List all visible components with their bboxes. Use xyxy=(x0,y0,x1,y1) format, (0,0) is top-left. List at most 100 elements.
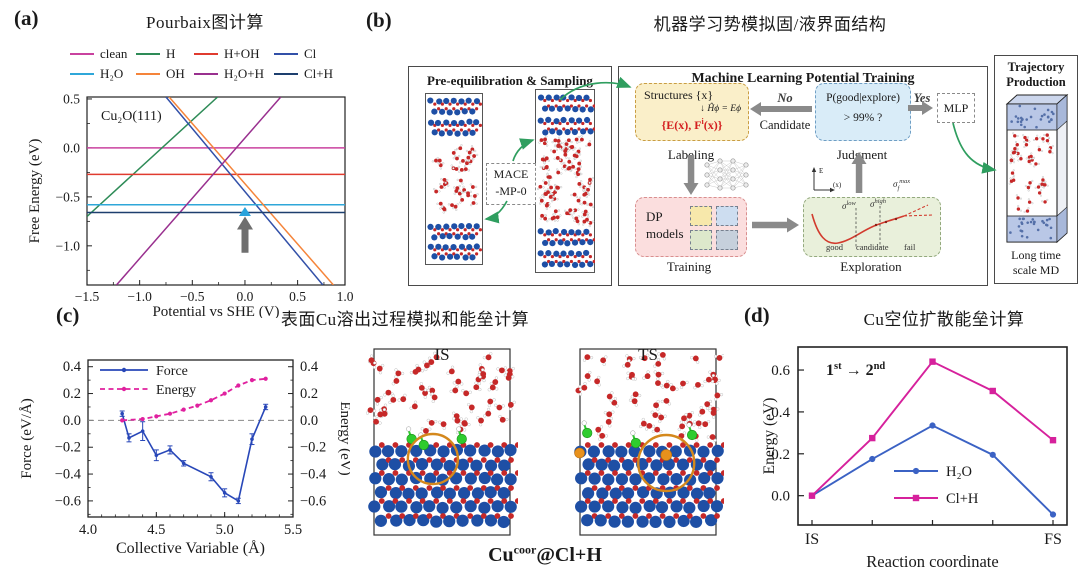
svg-text:−0.4: −0.4 xyxy=(55,467,82,483)
svg-text:Collective Variable (Å): Collective Variable (Å) xyxy=(116,539,265,557)
svg-text:0.5: 0.5 xyxy=(289,289,306,304)
pre-equilibration-box: Pre-equilibration & Sampling MACE -MP-0 xyxy=(408,66,612,286)
legend-item-Cl+H: Cl+H xyxy=(274,66,336,82)
legend-swatch xyxy=(70,53,94,55)
svg-text:5.5: 5.5 xyxy=(284,522,302,538)
mace-mp0-box: MACE -MP-0 xyxy=(486,163,536,205)
md-footer-line1: Long time xyxy=(1011,248,1061,262)
legend-item-clean: clean xyxy=(70,46,136,62)
legend-item-H: H xyxy=(136,46,194,62)
svg-text:Reaction coordinate: Reaction coordinate xyxy=(866,552,998,571)
panel-a-label: (a) xyxy=(14,6,39,30)
svg-text:0.4: 0.4 xyxy=(63,359,82,375)
svg-text:IS: IS xyxy=(805,531,819,548)
mlp-box: MLP xyxy=(937,93,975,123)
ef-part2: (x)} xyxy=(703,118,723,132)
energy-axis-icon: E (x) xyxy=(811,167,842,193)
svg-text:FS: FS xyxy=(1044,531,1062,548)
legend-item-H₂O+H: H₂O+H xyxy=(194,66,274,82)
exploration-label: Exploration xyxy=(840,259,902,274)
judge-line2: > 99% ? xyxy=(843,112,883,124)
mace-line1: MACE xyxy=(493,167,529,181)
panel-d-label: (d) xyxy=(744,303,770,327)
dp-model-swatch-3 xyxy=(690,230,712,250)
svg-text:1st → 2nd: 1st → 2nd xyxy=(826,361,885,379)
legend-swatch xyxy=(136,73,160,75)
svg-text:−0.5: −0.5 xyxy=(56,189,81,204)
dp-model-swatch-2 xyxy=(716,206,738,226)
trajectory-title: Trajectory Production xyxy=(995,60,1077,90)
svg-text:−0.6: −0.6 xyxy=(55,493,81,509)
candidate2-label: candidate xyxy=(856,242,889,252)
svg-text:H₂O: H₂O xyxy=(946,464,972,480)
exploration-curve xyxy=(811,204,933,248)
svg-text:−0.4: −0.4 xyxy=(300,467,327,483)
svg-text:Potential vs SHE (V): Potential vs SHE (V) xyxy=(152,304,279,318)
svg-text:−0.6: −0.6 xyxy=(300,493,326,509)
legend-item-H₂O: H₂O xyxy=(70,66,136,82)
is-label: IS xyxy=(434,345,450,364)
md-footer-line2: scale MD xyxy=(1012,263,1060,277)
slab-structure-initial xyxy=(425,93,483,265)
legend-swatch xyxy=(136,53,160,55)
panel-c-title: 表面Cu溶出过程模拟和能垒计算 xyxy=(280,310,530,329)
sigma-max-label: σfmax xyxy=(893,178,911,192)
svg-text:0.0: 0.0 xyxy=(63,140,80,155)
panel-b-title: 机器学习势模拟固/液界面结构 xyxy=(653,15,887,34)
judgment-label: Judgment xyxy=(836,147,888,162)
svg-text:0.0: 0.0 xyxy=(300,413,318,429)
judgment-box: P(good|explore) > 99% ? xyxy=(815,83,911,141)
svg-text:−1.5: −1.5 xyxy=(75,289,100,304)
svg-text:−1.0: −1.0 xyxy=(56,238,81,253)
pre-equilibration-title: Pre-equilibration & Sampling xyxy=(427,73,593,88)
yes-label: Yes xyxy=(913,91,931,105)
legend-swatch xyxy=(70,73,94,75)
svg-text:−0.2: −0.2 xyxy=(55,440,81,456)
trajectory-box: Trajectory Production Long time scale MD xyxy=(994,55,1078,284)
legend-label: H₂O xyxy=(100,66,124,81)
neural-network-icon xyxy=(704,158,749,191)
legend-item-Cl: Cl xyxy=(274,46,336,62)
legend-item-OH: OH xyxy=(136,66,194,82)
structure-caption: Cucoor@Cl+H xyxy=(440,542,650,567)
diffusion-barrier-chart: 0.0 0.2 0.4 0.6 IS FS Reaction coordinate Energ… xyxy=(762,346,1068,571)
candidate-label: Candidate xyxy=(759,118,811,132)
slab-structure-equilibrated xyxy=(535,89,595,273)
panel-c-label: (c) xyxy=(56,303,80,327)
svg-text:−1.0: −1.0 xyxy=(127,289,152,304)
legend-label: Cl xyxy=(304,46,317,61)
pourbaix-chart: −1.5 −1.0 −0.5 0.0 0.5 1.00.50.0−0.5−1.0Poten… xyxy=(27,91,354,318)
legend-item-H+OH: H+OH xyxy=(194,46,274,62)
svg-text:0.2: 0.2 xyxy=(300,386,318,402)
ml-training-title: Machine Learning Potential Training xyxy=(691,71,915,86)
caption-sup: coor xyxy=(513,542,537,557)
legend-swatch xyxy=(194,73,218,75)
svg-text:Force: Force xyxy=(156,364,188,379)
ef-sup: i xyxy=(701,117,704,126)
training-label: Training xyxy=(666,259,712,274)
svg-text:Cu₂O(111): Cu₂O(111) xyxy=(101,109,162,124)
svg-text:4.0: 4.0 xyxy=(79,522,97,538)
svg-text:1.0: 1.0 xyxy=(337,289,354,304)
svg-text:Force (eV/Å): Force (eV/Å) xyxy=(19,398,35,478)
hamiltonian-formula: ↓ Ĥϕ = Eϕ xyxy=(700,104,741,114)
dp-line1: DP xyxy=(646,209,663,224)
legend-swatch xyxy=(274,73,298,75)
svg-text:E: E xyxy=(819,167,823,175)
energy-force-formula: {E(x), Fi(x)} xyxy=(636,118,748,133)
legend-label: H+OH xyxy=(224,46,260,61)
svg-text:0.2: 0.2 xyxy=(63,386,81,402)
ts-structure-image xyxy=(574,348,724,536)
legend-label: H xyxy=(166,46,176,61)
svg-text:5.0: 5.0 xyxy=(216,522,234,538)
svg-text:Cl+H: Cl+H xyxy=(946,491,979,507)
svg-text:Energy (eV): Energy (eV) xyxy=(337,401,350,475)
judge-line1: P(good|explore) xyxy=(826,92,900,104)
dp-models-box: DP models xyxy=(635,197,747,257)
md-footer: Long time scale MD xyxy=(995,248,1077,278)
svg-text:0.2: 0.2 xyxy=(771,447,790,463)
panel-a-title: Pourbaix图计算 xyxy=(146,13,264,32)
svg-text:0.5: 0.5 xyxy=(63,91,80,106)
pourbaix-legend: clean H H+OH Cl H₂O OH H₂O+H Cl+H xyxy=(70,44,370,84)
ml-training-box: Machine Learning Potential Training Stru… xyxy=(618,66,988,286)
